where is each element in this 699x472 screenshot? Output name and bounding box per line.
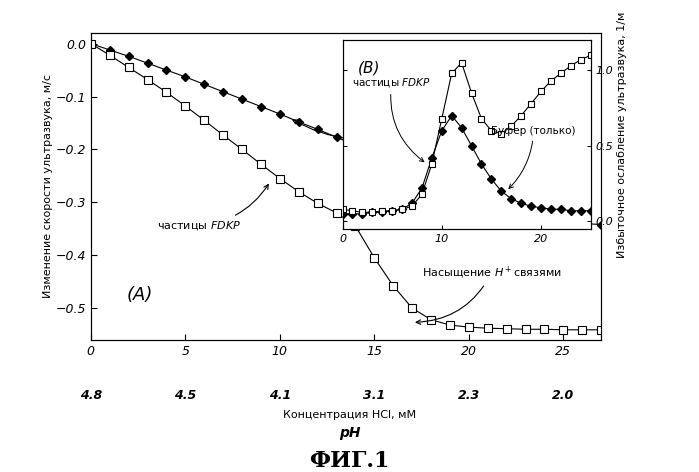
Y-axis label: Изменение скорости ультразвука, м/с: Изменение скорости ультразвука, м/с xyxy=(43,75,52,298)
Text: 3.1: 3.1 xyxy=(363,389,385,402)
Y-axis label: Избыточное ослабление ультразвука, 1/м: Избыточное ослабление ультразвука, 1/м xyxy=(617,11,628,258)
Text: (B): (B) xyxy=(357,60,380,75)
Text: (A): (A) xyxy=(127,286,153,304)
Text: Насыщение $H^+$связями: Насыщение $H^+$связями xyxy=(416,265,561,324)
Text: ФИГ.1: ФИГ.1 xyxy=(309,450,390,472)
Text: Буфер (только): Буфер (только) xyxy=(491,126,576,188)
Text: 2.3: 2.3 xyxy=(458,389,480,402)
Text: Концентрация HCl, мМ: Концентрация HCl, мМ xyxy=(283,410,416,420)
Text: Буфер (только): Буфер (только) xyxy=(293,120,446,141)
Text: 4.1: 4.1 xyxy=(268,389,291,402)
Text: 4.5: 4.5 xyxy=(174,389,196,402)
Text: частицы $FDKP$: частицы $FDKP$ xyxy=(157,185,268,232)
Text: частицы $FDKP$: частицы $FDKP$ xyxy=(352,76,431,162)
Text: 2.0: 2.0 xyxy=(552,389,575,402)
Text: pH: pH xyxy=(339,426,360,439)
Text: 4.8: 4.8 xyxy=(80,389,102,402)
